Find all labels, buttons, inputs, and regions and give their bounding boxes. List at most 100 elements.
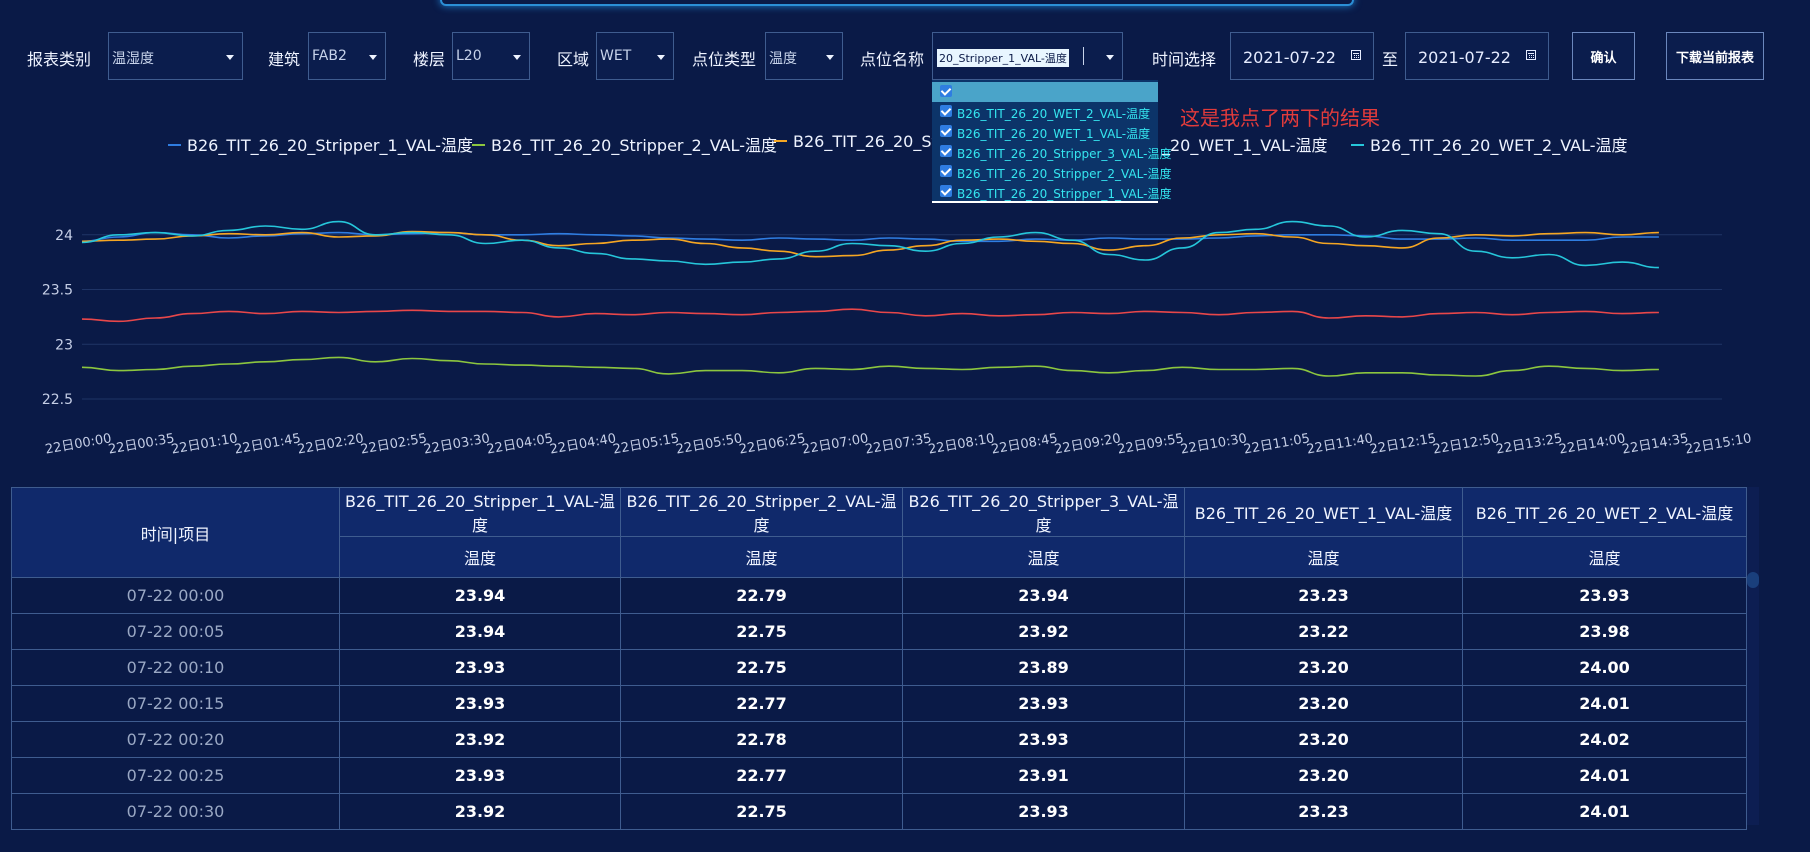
table-row: 07-22 00:10 23.93 22.75 23.89 23.20 24.0…: [11, 649, 1747, 686]
value-cell: 24.00: [1462, 649, 1747, 686]
value-cell: 22.78: [620, 721, 903, 758]
time-label: 时间选择: [1152, 50, 1217, 69]
value-cell: 24.01: [1462, 757, 1747, 794]
selected-point-tag: 20_Stripper_1_VAL-温度: [937, 49, 1069, 67]
chevron-down-icon: [657, 55, 665, 60]
x-tick-label: 22日12:50: [1432, 431, 1501, 457]
legend-item-stripper-2[interactable]: B26_TIT_26_20_Stripper_2_VAL-温度: [472, 132, 777, 156]
x-tick-label: 22日14:00: [1558, 431, 1627, 457]
time-cell: 07-22 00:05: [11, 613, 340, 650]
legend-item-wet-1[interactable]: _20_WET_1_VAL-温度: [1162, 132, 1328, 156]
value-cell: 23.93: [902, 721, 1185, 758]
x-tick-label: 22日03:30: [423, 431, 492, 457]
time-cell: 07-22 00:15: [11, 685, 340, 722]
x-tick-label: 22日06:25: [738, 431, 807, 457]
report-type-select[interactable]: 温湿度: [108, 32, 243, 80]
column-subheader: 温度: [1462, 536, 1747, 578]
value-cell: 23.94: [339, 577, 621, 614]
floor-select[interactable]: L20: [452, 32, 530, 80]
table-scrollbar[interactable]: [1747, 487, 1759, 825]
point-name-label: 点位名称: [860, 50, 925, 69]
value-cell: 23.93: [902, 793, 1185, 830]
column-header: B26_TIT_26_20_Stripper_3_VAL-温度: [902, 487, 1185, 537]
legend-swatch: [472, 143, 485, 146]
series-line: [81, 308, 1659, 323]
x-tick-label: 22日05:50: [675, 431, 744, 457]
annotation-text: 这是我点了两下的结果: [1180, 106, 1380, 130]
confirm-button[interactable]: 确认: [1572, 32, 1635, 80]
column-header: B26_TIT_26_20_WET_2_VAL-温度: [1462, 487, 1747, 537]
table-scrollbar-thumb[interactable]: [1747, 572, 1759, 588]
x-tick-label: 22日11:05: [1243, 431, 1312, 457]
legend-item-stripper-3[interactable]: B26_TIT_26_20_Stri: [774, 132, 949, 151]
x-tick-label: 22日07:35: [864, 431, 933, 457]
value-cell: 23.89: [902, 649, 1185, 686]
start-date-value: 2021-07-22: [1243, 48, 1336, 67]
dropdown-option[interactable]: B26_TIT_26_20_Stripper_1_VAL-温度: [932, 182, 1171, 202]
table-row: 07-22 00:00 23.94 22.79 23.94 23.23 23.9…: [11, 577, 1747, 614]
legend-label: B26_TIT_26_20_WET_2_VAL-温度: [1370, 136, 1628, 155]
x-tick-label: 22日00:35: [107, 431, 176, 457]
column-subheader: 温度: [339, 536, 621, 578]
x-tick-label: 22日09:55: [1116, 431, 1185, 457]
dropdown-option[interactable]: [932, 82, 1158, 102]
text-cursor: [1083, 47, 1084, 65]
series-line: [81, 230, 1659, 258]
report-type-value: 温湿度: [112, 51, 154, 67]
point-type-select[interactable]: 温度: [765, 32, 843, 80]
value-cell: 22.77: [620, 685, 903, 722]
dropdown-option[interactable]: B26_TIT_26_20_Stripper_3_VAL-温度: [932, 142, 1171, 162]
table-corner-header: 时间|项目: [11, 487, 340, 578]
value-cell: 24.02: [1462, 721, 1747, 758]
value-cell: 23.93: [902, 685, 1185, 722]
column-subheader: 温度: [902, 536, 1185, 578]
legend-swatch: [1351, 143, 1364, 146]
end-date-input[interactable]: 2021-07-22: [1405, 32, 1549, 80]
x-tick-label: 22日00:00: [44, 431, 113, 457]
x-tick-label: 22日08:45: [990, 431, 1059, 457]
value-cell: 23.94: [902, 577, 1185, 614]
value-cell: 22.75: [620, 613, 903, 650]
table-row: 07-22 00:30 23.92 22.75 23.93 23.23 24.0…: [11, 793, 1747, 830]
legend-label: B26_TIT_26_20_Stri: [793, 132, 949, 151]
value-cell: 24.01: [1462, 793, 1747, 830]
legend-item-stripper-1[interactable]: B26_TIT_26_20_Stripper_1_VAL-温度: [168, 132, 473, 156]
value-cell: 23.22: [1184, 613, 1463, 650]
start-date-input[interactable]: 2021-07-22: [1230, 32, 1374, 80]
x-tick-label: 22日09:20: [1053, 431, 1122, 457]
dropdown-option[interactable]: B26_TIT_26_20_WET_1_VAL-温度: [932, 122, 1158, 142]
building-select[interactable]: FAB2: [308, 32, 386, 80]
legend-swatch: [168, 143, 181, 146]
chart-legend: B26_TIT_26_20_Stripper_1_VAL-温度 B26_TIT_…: [0, 130, 1810, 156]
x-tick-label: 22日11:40: [1306, 431, 1375, 457]
value-cell: 23.23: [1184, 793, 1463, 830]
value-cell: 23.20: [1184, 649, 1463, 686]
value-cell: 23.98: [1462, 613, 1747, 650]
value-cell: 23.93: [339, 757, 621, 794]
download-report-button[interactable]: 下载当前报表: [1666, 32, 1764, 80]
checkbox-checked-icon: [940, 185, 952, 197]
dropdown-option[interactable]: B26_TIT_26_20_WET_2_VAL-温度: [932, 102, 1158, 122]
table-row: 07-22 00:05 23.94 22.75 23.92 23.22 23.9…: [11, 613, 1747, 650]
area-select[interactable]: WET: [596, 32, 674, 80]
chevron-down-icon: [513, 55, 521, 60]
column-subheader: 温度: [620, 536, 903, 578]
x-tick-label: 22日02:20: [296, 431, 365, 457]
dropdown-option[interactable]: B26_TIT_26_20_Stripper_2_VAL-温度: [932, 162, 1171, 182]
area-label: 区域: [557, 50, 590, 69]
end-date-value: 2021-07-22: [1418, 48, 1511, 67]
value-cell: 24.01: [1462, 685, 1747, 722]
value-cell: 23.93: [1462, 577, 1747, 614]
option-label: B26_TIT_26_20_Stripper_3_VAL-温度: [957, 147, 1172, 161]
value-cell: 23.93: [339, 685, 621, 722]
legend-item-wet-2[interactable]: B26_TIT_26_20_WET_2_VAL-温度: [1351, 132, 1627, 156]
value-cell: 22.75: [620, 793, 903, 830]
floor-value: L20: [456, 48, 482, 64]
column-header: B26_TIT_26_20_Stripper_2_VAL-温度: [620, 487, 903, 537]
option-label: B26_TIT_26_20_WET_1_VAL-温度: [957, 127, 1151, 141]
filter-bar: 报表类别 温湿度 建筑 FAB2 楼层 L20 区域 WET 点位类型 温度 点…: [0, 30, 1810, 82]
x-tick-label: 22日07:00: [801, 431, 870, 457]
point-name-select[interactable]: 20_Stripper_1_VAL-温度: [932, 32, 1123, 80]
building-value: FAB2: [312, 48, 347, 64]
time-cell: 07-22 00:30: [11, 793, 340, 830]
